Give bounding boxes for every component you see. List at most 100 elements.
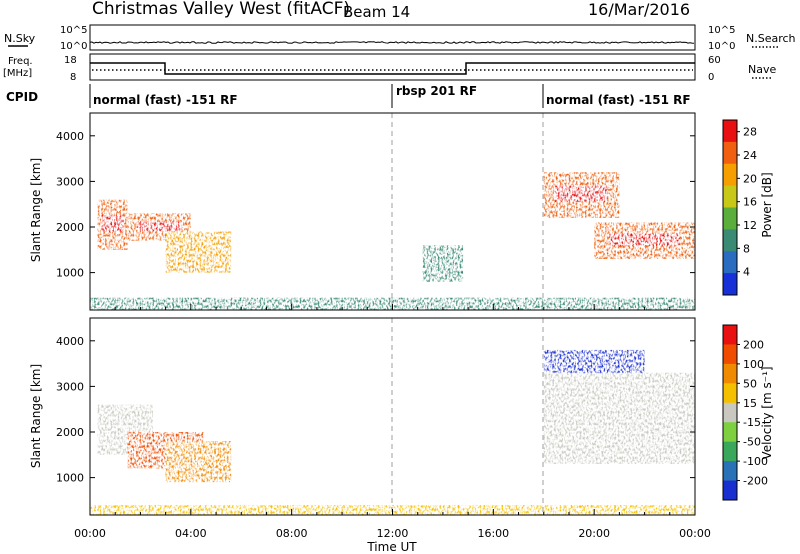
power-y-label: Slant Range [km] xyxy=(29,158,43,262)
velocity-panel: 1000 2000 3000 4000 00:00 04:00 08:00 12:00 16:… xyxy=(29,317,774,554)
cpid-label: CPID xyxy=(6,90,38,104)
colorbar-tick-label: -200 xyxy=(743,475,768,488)
y-tick-label: 2000 xyxy=(56,221,84,234)
data-region xyxy=(165,441,232,483)
colorbar-tick-label: 24 xyxy=(743,149,757,162)
site-title: Christmas Valley West (fitACF) xyxy=(92,0,350,19)
power-data xyxy=(90,172,695,310)
power-panel: 1000 2000 3000 4000 Slant Range [km] 4 8 12 16… xyxy=(29,112,774,311)
colorbar-tick-label: 28 xyxy=(743,126,757,139)
freq-trace xyxy=(90,62,695,75)
x-tick-label: 20:00 xyxy=(578,527,610,540)
colorbar-frame xyxy=(722,324,738,501)
y-tick-label: 1000 xyxy=(56,267,84,280)
nave-tick-top: 60 xyxy=(708,55,721,66)
x-tick-label: 00:00 xyxy=(74,527,106,540)
colorbar-tick-label: 8 xyxy=(743,242,750,255)
y-tick-label: 2000 xyxy=(56,426,84,439)
colorbar-swatch xyxy=(723,185,737,208)
cpid-segment-1: normal (fast) -151 RF xyxy=(93,93,238,107)
power-y-axis: 1000 2000 3000 4000 xyxy=(56,130,695,280)
y-tick-label: 4000 xyxy=(56,130,84,143)
data-region xyxy=(90,297,695,310)
colorbar-swatch xyxy=(723,363,737,384)
freq-tick-bottom: 8 xyxy=(70,72,76,83)
colorbar-frame xyxy=(722,119,738,296)
cpid-segment-2: rbsp 201 RF xyxy=(396,84,477,98)
freq-panel: Freq. [MHz] 18 8 60 0 Nave xyxy=(3,53,776,83)
data-region xyxy=(543,372,695,464)
colorbar-swatch xyxy=(723,422,737,443)
nsearch-tick-bottom: 10^0 xyxy=(708,41,735,52)
colorbar-swatch xyxy=(723,441,737,462)
y-tick-label: 4000 xyxy=(56,335,84,348)
colorbar-tick-label: 16 xyxy=(743,196,757,209)
colorbar-swatch xyxy=(723,120,737,143)
nave-tick-bottom: 0 xyxy=(708,72,714,83)
colorbar-swatch xyxy=(723,383,737,404)
x-tick-label: 12:00 xyxy=(377,527,409,540)
nsearch-tick-top: 10^5 xyxy=(708,25,735,36)
velocity-data xyxy=(90,349,695,515)
data-region-core xyxy=(555,185,609,202)
date-label: 16/Mar/2016 xyxy=(588,0,690,19)
data-region-core xyxy=(137,221,182,232)
colorbar-tick-label: 200 xyxy=(743,338,764,351)
power-colorbar-label: Power [dB] xyxy=(760,172,774,237)
nave-label: Nave xyxy=(748,63,776,76)
data-region-core xyxy=(609,233,680,247)
velocity-y-axis: 1000 2000 3000 4000 xyxy=(56,335,695,485)
colorbar-swatch xyxy=(723,141,737,165)
colorbar-swatch xyxy=(723,325,737,345)
nsky-tick-bottom: 10^0 xyxy=(60,41,87,52)
colorbar-tick-label: -15 xyxy=(743,416,761,429)
velocity-colorbar-label: Velocity [m s⁻¹] xyxy=(760,366,774,459)
data-region xyxy=(543,349,645,373)
colorbar-tick-label: -50 xyxy=(743,436,761,449)
nsky-frame xyxy=(89,24,696,51)
colorbar-swatch xyxy=(723,163,737,187)
colorbar-tick-label: 20 xyxy=(743,172,757,185)
colorbar-swatch xyxy=(723,251,737,274)
colorbar-swatch xyxy=(723,207,737,230)
freq-label: Freq. xyxy=(8,56,33,67)
freq-tick-top: 18 xyxy=(64,55,77,66)
colorbar-swatch xyxy=(723,229,737,252)
cpid-row: CPID normal (fast) -151 RF rbsp 201 RF n… xyxy=(6,84,691,108)
colorbar-swatch xyxy=(723,402,737,423)
nsky-trace xyxy=(89,41,695,44)
x-tick-label: 04:00 xyxy=(175,527,207,540)
velocity-y-label: Slant Range [km] xyxy=(29,364,43,468)
y-tick-label: 3000 xyxy=(56,380,84,393)
y-tick-label: 3000 xyxy=(56,175,84,188)
x-axis-title: Time UT xyxy=(366,540,417,554)
data-region xyxy=(165,231,232,273)
colorbar-swatch xyxy=(723,461,737,482)
colorbar-swatch xyxy=(723,480,737,501)
colorbar-swatch xyxy=(723,344,737,365)
velocity-x-axis: 00:00 04:00 08:00 12:00 16:00 20:00 00:00 xyxy=(74,509,711,540)
nsky-label: N.Sky xyxy=(4,32,36,45)
colorbar-tick-label: 15 xyxy=(743,397,757,410)
power-x-ticks xyxy=(89,304,696,310)
power-colorbar: 4 8 12 16 20 24 28 xyxy=(722,119,757,296)
nsky-panel: N.Sky 10^5 10^0 10^5 10^0 N.Search xyxy=(4,24,796,52)
data-region xyxy=(422,245,464,282)
colorbar-tick-label: -100 xyxy=(743,455,768,468)
nsky-tick-top: 10^5 xyxy=(60,25,87,36)
colorbar-tick-label: 100 xyxy=(743,358,764,371)
nsearch-label: N.Search xyxy=(746,32,796,45)
data-region-core xyxy=(102,214,124,233)
velocity-colorbar: 200 100 50 15 -15 -50 -100 -200 xyxy=(722,324,768,501)
freq-unit: [MHz] xyxy=(3,68,32,79)
x-tick-label: 16:00 xyxy=(477,527,509,540)
cpid-segment-3: normal (fast) -151 RF xyxy=(546,93,691,107)
y-tick-label: 1000 xyxy=(56,472,84,485)
freq-frame xyxy=(89,53,696,81)
colorbar-tick-label: 50 xyxy=(743,377,757,390)
x-tick-label: 00:00 xyxy=(679,527,711,540)
x-tick-label: 08:00 xyxy=(276,527,308,540)
colorbar-tick-label: 12 xyxy=(743,219,757,232)
beam-label: Beam 14 xyxy=(343,3,410,21)
